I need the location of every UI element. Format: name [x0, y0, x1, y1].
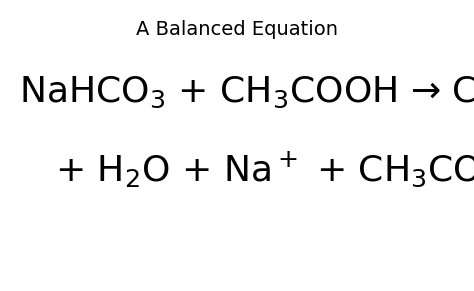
- Text: + H$_2$O + Na$^+$ + CH$_3$COO$^-$: + H$_2$O + Na$^+$ + CH$_3$COO$^-$: [55, 149, 474, 189]
- Text: A Balanced Equation: A Balanced Equation: [136, 20, 338, 39]
- Text: NaHCO$_3$ + CH$_3$COOH → CO$_2$: NaHCO$_3$ + CH$_3$COOH → CO$_2$: [19, 74, 474, 110]
